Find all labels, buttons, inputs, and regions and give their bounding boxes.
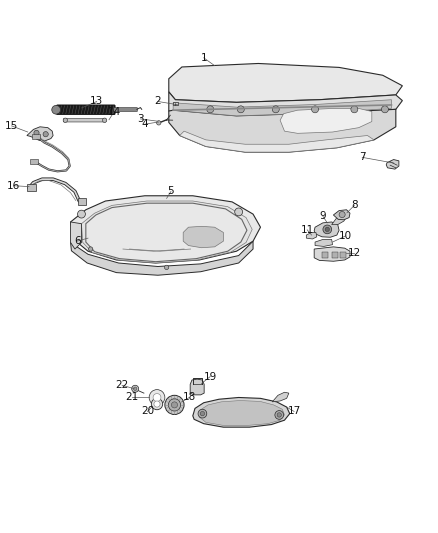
Text: 13: 13 <box>90 96 103 107</box>
Circle shape <box>272 106 279 113</box>
Polygon shape <box>306 232 317 239</box>
Polygon shape <box>314 222 339 237</box>
Polygon shape <box>71 196 261 263</box>
Text: 10: 10 <box>339 231 352 241</box>
Polygon shape <box>169 63 403 102</box>
Circle shape <box>381 106 389 113</box>
Circle shape <box>165 395 184 415</box>
Text: 20: 20 <box>141 407 154 416</box>
Polygon shape <box>190 379 204 395</box>
Text: 6: 6 <box>74 236 81 246</box>
Text: 8: 8 <box>351 200 358 211</box>
Circle shape <box>168 399 180 411</box>
Polygon shape <box>86 203 247 262</box>
Circle shape <box>88 247 93 251</box>
Circle shape <box>198 409 207 418</box>
Text: 9: 9 <box>320 211 326 221</box>
Circle shape <box>63 118 67 123</box>
Circle shape <box>134 387 137 391</box>
Text: 7: 7 <box>359 152 366 163</box>
Text: 14: 14 <box>108 107 121 117</box>
Text: 5: 5 <box>168 187 174 196</box>
Circle shape <box>43 132 48 137</box>
Text: 21: 21 <box>125 392 138 402</box>
Text: 1: 1 <box>201 53 207 63</box>
Circle shape <box>156 120 161 125</box>
Polygon shape <box>71 222 81 249</box>
Circle shape <box>237 106 244 113</box>
Circle shape <box>207 106 214 113</box>
Polygon shape <box>71 241 253 275</box>
Circle shape <box>151 398 162 410</box>
Text: 12: 12 <box>348 248 361 259</box>
Polygon shape <box>315 239 332 246</box>
Polygon shape <box>193 398 290 427</box>
Text: 4: 4 <box>141 119 148 129</box>
Circle shape <box>78 210 85 218</box>
Circle shape <box>154 401 160 407</box>
Circle shape <box>132 385 139 392</box>
Text: 15: 15 <box>5 121 18 131</box>
Text: 19: 19 <box>204 372 217 382</box>
Circle shape <box>235 208 243 216</box>
Polygon shape <box>169 92 403 117</box>
Circle shape <box>311 106 318 113</box>
Circle shape <box>325 227 329 231</box>
Polygon shape <box>180 131 374 152</box>
Circle shape <box>149 390 165 405</box>
Bar <box>78 198 86 205</box>
Circle shape <box>102 118 107 123</box>
Polygon shape <box>386 159 399 169</box>
Polygon shape <box>199 400 285 425</box>
Polygon shape <box>81 201 252 263</box>
Bar <box>332 252 338 258</box>
Polygon shape <box>333 210 350 220</box>
Polygon shape <box>272 392 289 402</box>
Polygon shape <box>173 102 178 106</box>
Circle shape <box>351 106 358 113</box>
Circle shape <box>164 265 169 270</box>
Text: 17: 17 <box>287 407 301 416</box>
Text: 3: 3 <box>137 114 144 124</box>
Bar <box>32 134 40 139</box>
Circle shape <box>275 410 284 419</box>
Text: 11: 11 <box>300 225 314 235</box>
Text: 16: 16 <box>7 181 21 191</box>
Polygon shape <box>280 108 372 133</box>
Polygon shape <box>169 109 396 152</box>
Bar <box>27 184 36 191</box>
FancyBboxPatch shape <box>57 105 115 115</box>
FancyBboxPatch shape <box>114 108 138 111</box>
Text: 2: 2 <box>155 96 161 107</box>
Text: 18: 18 <box>183 392 196 402</box>
Polygon shape <box>27 127 53 141</box>
FancyBboxPatch shape <box>64 118 106 122</box>
Circle shape <box>171 402 177 408</box>
Circle shape <box>52 106 60 114</box>
Circle shape <box>200 411 205 416</box>
Bar <box>30 159 38 164</box>
Polygon shape <box>314 247 350 261</box>
Circle shape <box>153 393 161 401</box>
Circle shape <box>34 130 39 135</box>
Bar <box>321 252 328 258</box>
Polygon shape <box>183 227 223 248</box>
Circle shape <box>323 225 332 234</box>
Bar <box>340 252 346 258</box>
Circle shape <box>277 413 282 417</box>
Text: 22: 22 <box>116 380 129 390</box>
Polygon shape <box>332 215 346 224</box>
Circle shape <box>339 212 345 217</box>
Polygon shape <box>173 100 392 116</box>
